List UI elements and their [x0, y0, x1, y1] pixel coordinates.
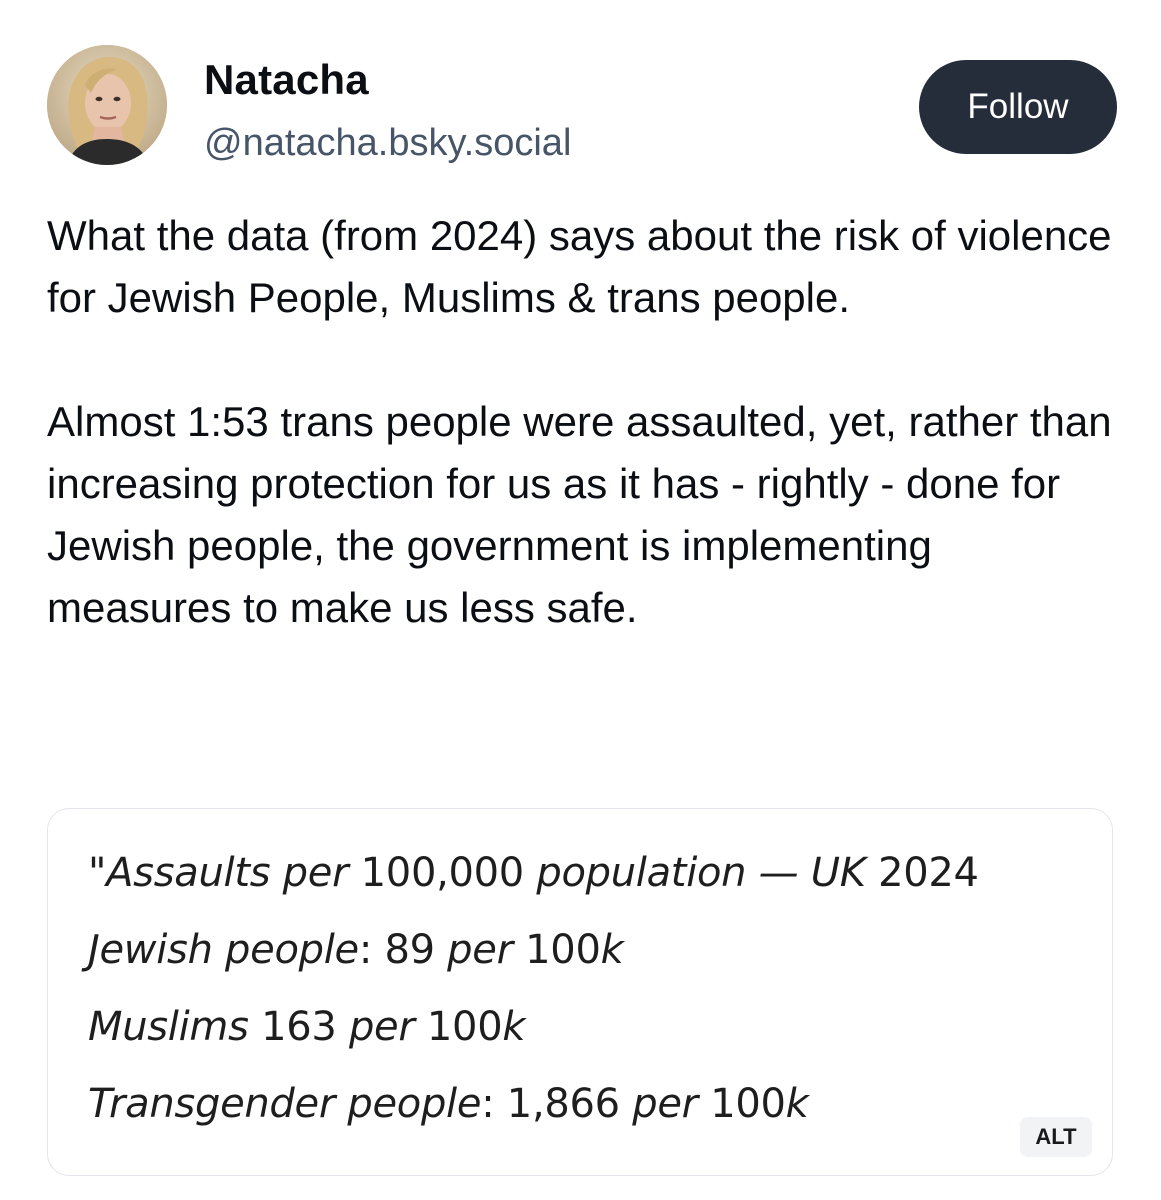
embed-row-unit-k: k [502, 1004, 526, 1050]
embed-row-per: per [348, 1004, 415, 1050]
embed-title: "Assaults per 100,000 population — UK 20… [88, 841, 979, 918]
embed-row-muslims: Muslims 163 per 100k [88, 995, 979, 1072]
embedded-image-text: "Assaults per 100,000 population — UK 20… [88, 841, 979, 1149]
embed-title-part: population — UK [536, 850, 866, 896]
embed-title-part: Assaults per [106, 850, 349, 896]
embed-row-unit-k: k [600, 927, 624, 973]
embed-title-year: 2024 [878, 850, 979, 896]
embed-row-transgender: Transgender people: 1,866 per 100k [88, 1072, 979, 1149]
follow-button[interactable]: Follow [919, 60, 1117, 154]
embed-row-unit: 100 [426, 1004, 503, 1050]
post-paragraph: What the data (from 2024) says about the… [47, 212, 1112, 321]
avatar[interactable] [47, 45, 167, 165]
embed-row-label: Muslims [88, 1004, 249, 1050]
embedded-image[interactable]: "Assaults per 100,000 population — UK 20… [47, 808, 1113, 1176]
embed-row-per: per [447, 927, 513, 973]
embed-row-value: 163 [261, 1004, 337, 1050]
embed-title-number: 100,000 [360, 850, 525, 896]
post-text: What the data (from 2024) says about the… [47, 205, 1127, 639]
embed-row-sep: : [481, 1081, 495, 1127]
embed-row-label: Jewish people [88, 927, 359, 973]
embed-row-jewish: Jewish people: 89 per 100k [88, 918, 979, 995]
embed-row-value: 89 [384, 927, 435, 973]
author-display-name[interactable]: Natacha [204, 56, 369, 103]
author-names: Natacha @natacha.bsky.social [204, 55, 571, 167]
author-handle[interactable]: @natacha.bsky.social [204, 122, 572, 164]
avatar-photo-icon [47, 45, 167, 165]
embed-row-label: Transgender people [88, 1081, 482, 1127]
embed-title-quote: " [88, 850, 107, 896]
embed-row-sep: : [358, 927, 373, 973]
embed-row-unit: 100 [710, 1081, 786, 1127]
post-paragraph: Almost 1:53 trans people were assaulted,… [47, 398, 1112, 631]
alt-text-badge[interactable]: ALT [1020, 1117, 1092, 1157]
embed-row-per: per [632, 1081, 698, 1127]
post-header: Natacha @natacha.bsky.social Follow [47, 45, 1117, 167]
embed-row-value: 1,866 [506, 1081, 620, 1127]
embed-row-unit-k: k [785, 1081, 809, 1127]
embed-row-unit: 100 [525, 927, 601, 973]
